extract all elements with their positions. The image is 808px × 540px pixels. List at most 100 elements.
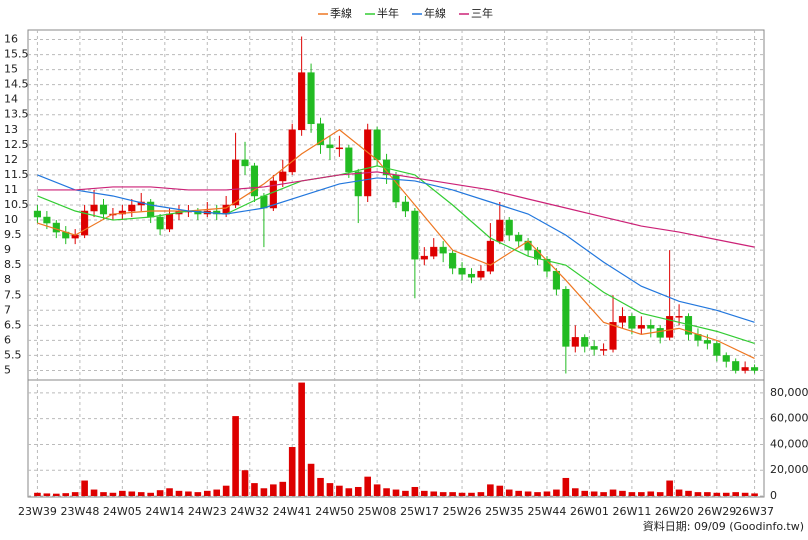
volume-bar (373, 484, 381, 496)
candle-body (430, 246, 438, 257)
candle-body (600, 349, 608, 351)
x-tick-label: 24W14 (145, 505, 184, 518)
volume-bar (317, 477, 324, 496)
volume-bar (307, 463, 315, 496)
legend-label: 半年 (377, 6, 399, 20)
y-tick-label: 14.5 (4, 78, 29, 91)
y-tick-label: 7 (4, 303, 11, 316)
volume-bar (741, 492, 749, 496)
volume-bar (524, 491, 532, 496)
candle-body (628, 316, 636, 329)
y-tick-label: 7.5 (4, 288, 22, 301)
candle-body (33, 210, 41, 218)
legend-label: 季線 (330, 6, 352, 20)
volume-bar (166, 488, 173, 496)
legend-label: 年線 (424, 6, 446, 20)
ma-line (37, 174, 755, 323)
volume-bar (326, 483, 334, 496)
volume-bar (732, 492, 739, 496)
volume-bar (694, 492, 702, 496)
volume-bar (213, 489, 221, 496)
volume-bar (411, 486, 419, 496)
x-tick-label: 25W26 (443, 505, 482, 518)
volume-bar (487, 484, 494, 496)
candle-body (618, 316, 627, 323)
volume-bar (90, 489, 98, 496)
candle-body (99, 204, 108, 215)
candle-body (751, 367, 759, 371)
volume-bar (251, 483, 258, 496)
volume-bar (241, 470, 249, 496)
volume-bar (232, 416, 239, 496)
y2-tick-label: 40,000 (770, 437, 808, 450)
candle-body (128, 204, 136, 212)
volume-bar (203, 490, 211, 496)
volume-bar (185, 491, 192, 496)
volume-bar (704, 492, 711, 496)
y-tick-label: 8.5 (4, 258, 22, 271)
volume-bar (430, 491, 438, 496)
candle-body (637, 325, 645, 329)
volume-bar (449, 492, 456, 496)
ma-line (37, 171, 755, 248)
candle-body (288, 129, 296, 173)
x-tick-label: 26W37 (735, 505, 774, 518)
candle-body (411, 210, 419, 260)
volume-bar (515, 490, 522, 496)
volume-bar (571, 488, 579, 496)
candle-body (477, 270, 485, 278)
candle-body (269, 180, 277, 209)
candle-body (90, 204, 98, 212)
volume-bar (81, 480, 88, 496)
volume-bar (298, 382, 305, 496)
candle-body (449, 252, 457, 269)
volume-bar (288, 447, 296, 496)
candle-body (741, 367, 749, 371)
volume-bar (128, 491, 136, 496)
candle-body (703, 340, 711, 344)
volume-bar (619, 490, 626, 496)
volume-bar (477, 492, 485, 496)
y-tick-label: 9 (4, 243, 11, 256)
x-tick-label: 24W32 (230, 505, 269, 518)
volume-bar (222, 485, 230, 496)
x-tick-label: 25W35 (485, 505, 524, 518)
y-tick-label: 16 (4, 33, 18, 46)
ma-line (37, 165, 755, 344)
candle-body (571, 337, 579, 347)
candle-body (43, 216, 51, 224)
volume-bar (656, 492, 664, 496)
candle-body (552, 270, 560, 290)
candle-body (354, 171, 362, 197)
candle-body (458, 267, 466, 275)
volume-bar (364, 476, 371, 496)
candle-body (609, 322, 617, 350)
candle-body (279, 171, 287, 182)
candle-body (562, 288, 570, 347)
footnote: 資料日期: 09/09 (Goodinfo.tw) (643, 519, 804, 533)
candle-body (581, 337, 589, 347)
candle-body (316, 123, 325, 146)
candle-body (250, 165, 259, 197)
volume-bar (175, 490, 183, 496)
y-tick-label: 5 (4, 363, 11, 376)
y-tick-label: 11 (4, 183, 18, 196)
x-tick-label: 24W23 (188, 505, 227, 518)
x-tick-label: 23W39 (18, 505, 57, 518)
y-tick-label: 13 (4, 123, 18, 136)
volume-bar (43, 493, 51, 496)
candle-body (156, 216, 164, 230)
candle-body (401, 201, 409, 212)
volume-bar (543, 491, 551, 496)
candle-body (467, 273, 476, 278)
y-tick-label: 10.5 (4, 198, 29, 211)
volume-bar (675, 489, 683, 496)
x-tick-label: 24W41 (273, 505, 312, 518)
candle-body (505, 219, 513, 236)
volume-bar (534, 492, 541, 496)
ma-line (37, 129, 755, 359)
volume-bar (628, 492, 636, 496)
volume-bar (685, 490, 692, 496)
candle-body (326, 144, 334, 149)
volume-bar (392, 489, 400, 496)
